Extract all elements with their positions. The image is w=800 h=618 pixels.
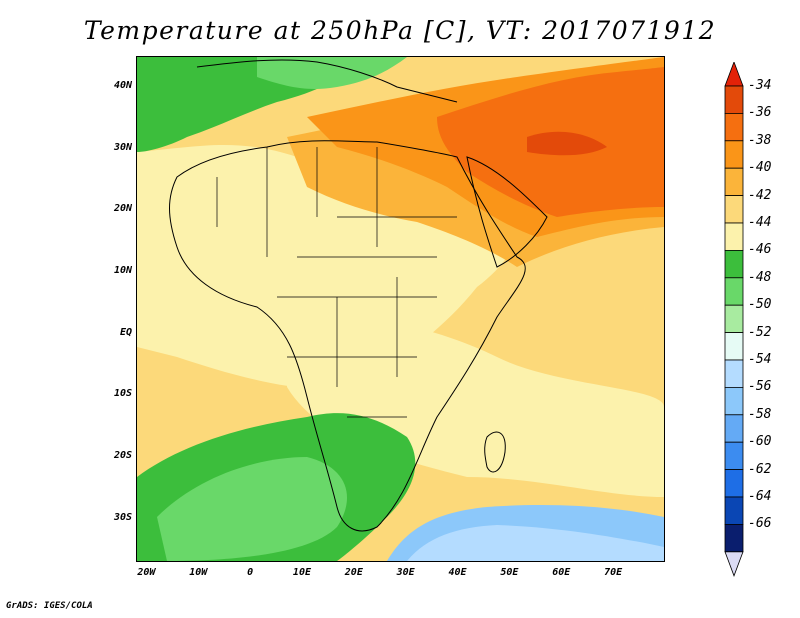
colorbar-label: -58 <box>748 406 772 422</box>
lat-tick-label: 40N <box>113 79 132 91</box>
colorbar-swatch <box>724 140 744 169</box>
footer-credit: GrADS: IGES/COLA <box>6 601 93 611</box>
temperature-map <box>136 56 665 562</box>
colorbar-label: -64 <box>748 489 772 504</box>
colorbar-swatch <box>724 441 744 471</box>
lon-tick-label: 20W <box>137 567 156 578</box>
madagascar-coastline <box>484 431 506 473</box>
colorbar-swatch <box>724 85 744 114</box>
colorbar-label: -56 <box>748 379 772 395</box>
lat-tick-label: 10N <box>113 264 132 276</box>
map-title: Temperature at 250hPa [C], VT: 201707191… <box>83 16 717 45</box>
field-light-green-south <box>157 457 347 561</box>
colorbar-label: -38 <box>748 132 772 148</box>
lat-tick-label: 10S <box>113 388 132 400</box>
lat-tick-label: EQ <box>119 326 132 338</box>
colorbar-label: -46 <box>748 242 772 258</box>
colorbar-swatch <box>724 167 744 196</box>
colorbar-swatch <box>724 332 744 361</box>
colorbar-swatch <box>724 222 744 251</box>
colorbar-label: -50 <box>748 297 772 313</box>
lon-tick-label: 10W <box>189 567 208 578</box>
colorbar-label: -40 <box>748 160 772 176</box>
colorbar-swatch <box>724 304 744 333</box>
lat-tick-label: 20S <box>113 450 132 462</box>
europe-coastline <box>196 59 458 103</box>
colorbar-swatch <box>724 414 744 443</box>
colorbar-top-arrow <box>724 62 744 87</box>
lon-tick-label: 10E <box>292 567 311 578</box>
colorbar-label: -42 <box>748 187 772 203</box>
colorbar-swatch <box>724 113 744 142</box>
colorbar-swatch <box>724 359 744 388</box>
lon-tick-label: 70E <box>604 567 623 578</box>
lon-tick-label: 20E <box>344 567 363 578</box>
lon-tick-label: 50E <box>500 567 519 578</box>
colorbar-label: -36 <box>748 105 772 121</box>
colorbar-label: -62 <box>748 461 772 477</box>
africa-coastline <box>169 140 526 532</box>
colorbar-label: -34 <box>748 78 772 93</box>
colorbar-label: -60 <box>748 434 772 450</box>
colorbar-label: -44 <box>748 215 772 230</box>
colorbar-swatch <box>724 523 744 553</box>
field-light-blue-south <box>407 525 664 561</box>
lon-tick-label: 0 <box>247 567 254 578</box>
lon-tick-label: 60E <box>552 567 571 578</box>
field-red <box>527 131 607 156</box>
colorbar <box>724 62 744 577</box>
colorbar-swatch <box>724 496 744 525</box>
colorbar-label: -48 <box>748 269 772 285</box>
lat-tick-label: 30S <box>113 511 132 523</box>
colorbar-label: -52 <box>748 324 772 340</box>
lat-tick-label: 20N <box>113 203 132 215</box>
lon-tick-label: 30E <box>396 567 415 578</box>
country-borders <box>216 147 457 418</box>
lon-tick-label: 40E <box>448 567 467 578</box>
colorbar-label: -54 <box>748 352 772 367</box>
colorbar-swatch <box>724 469 744 498</box>
colorbar-swatch <box>724 386 744 416</box>
colorbar-swatch <box>724 277 744 306</box>
colorbar-label: -66 <box>748 516 772 532</box>
colorbar-swatch <box>724 195 744 224</box>
arabia-coastline <box>466 156 548 268</box>
field-light-green-north <box>257 57 407 89</box>
lat-tick-label: 30N <box>113 141 132 153</box>
colorbar-bottom-arrow <box>724 551 744 577</box>
colorbar-swatch <box>724 249 744 279</box>
